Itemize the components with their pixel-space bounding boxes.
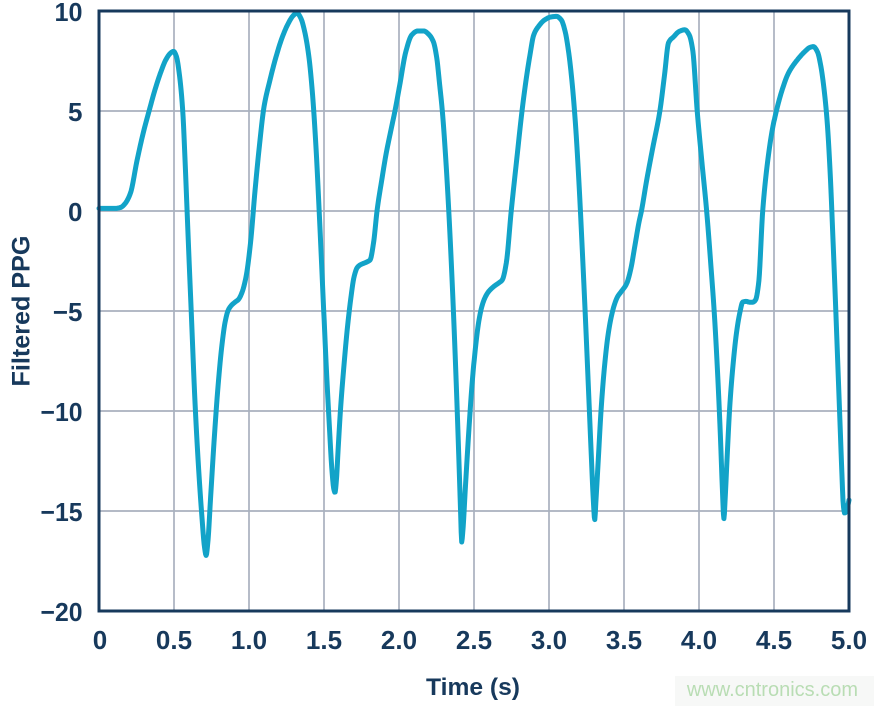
svg-text:−20: −20: [41, 597, 83, 627]
svg-text:3.0: 3.0: [531, 625, 567, 655]
svg-text:1.0: 1.0: [231, 625, 267, 655]
svg-text:−15: −15: [41, 497, 83, 527]
svg-text:10: 10: [55, 0, 83, 27]
svg-text:Filtered PPG: Filtered PPG: [8, 236, 36, 387]
svg-text:0.5: 0.5: [156, 625, 192, 655]
svg-text:0: 0: [68, 197, 82, 227]
svg-text:3.5: 3.5: [606, 625, 642, 655]
svg-text:1.5: 1.5: [306, 625, 342, 655]
svg-text:5.0: 5.0: [831, 625, 867, 655]
svg-text:−5: −5: [53, 297, 83, 327]
svg-text:2.5: 2.5: [456, 625, 492, 655]
svg-text:5: 5: [68, 97, 82, 127]
svg-text:4.0: 4.0: [681, 625, 717, 655]
svg-text:−10: −10: [41, 397, 83, 427]
svg-text:www.cntronics.com: www.cntronics.com: [686, 679, 858, 701]
svg-text:Time (s): Time (s): [426, 674, 520, 701]
svg-text:4.5: 4.5: [756, 625, 792, 655]
svg-text:0: 0: [93, 625, 107, 655]
svg-text:2.0: 2.0: [381, 625, 417, 655]
